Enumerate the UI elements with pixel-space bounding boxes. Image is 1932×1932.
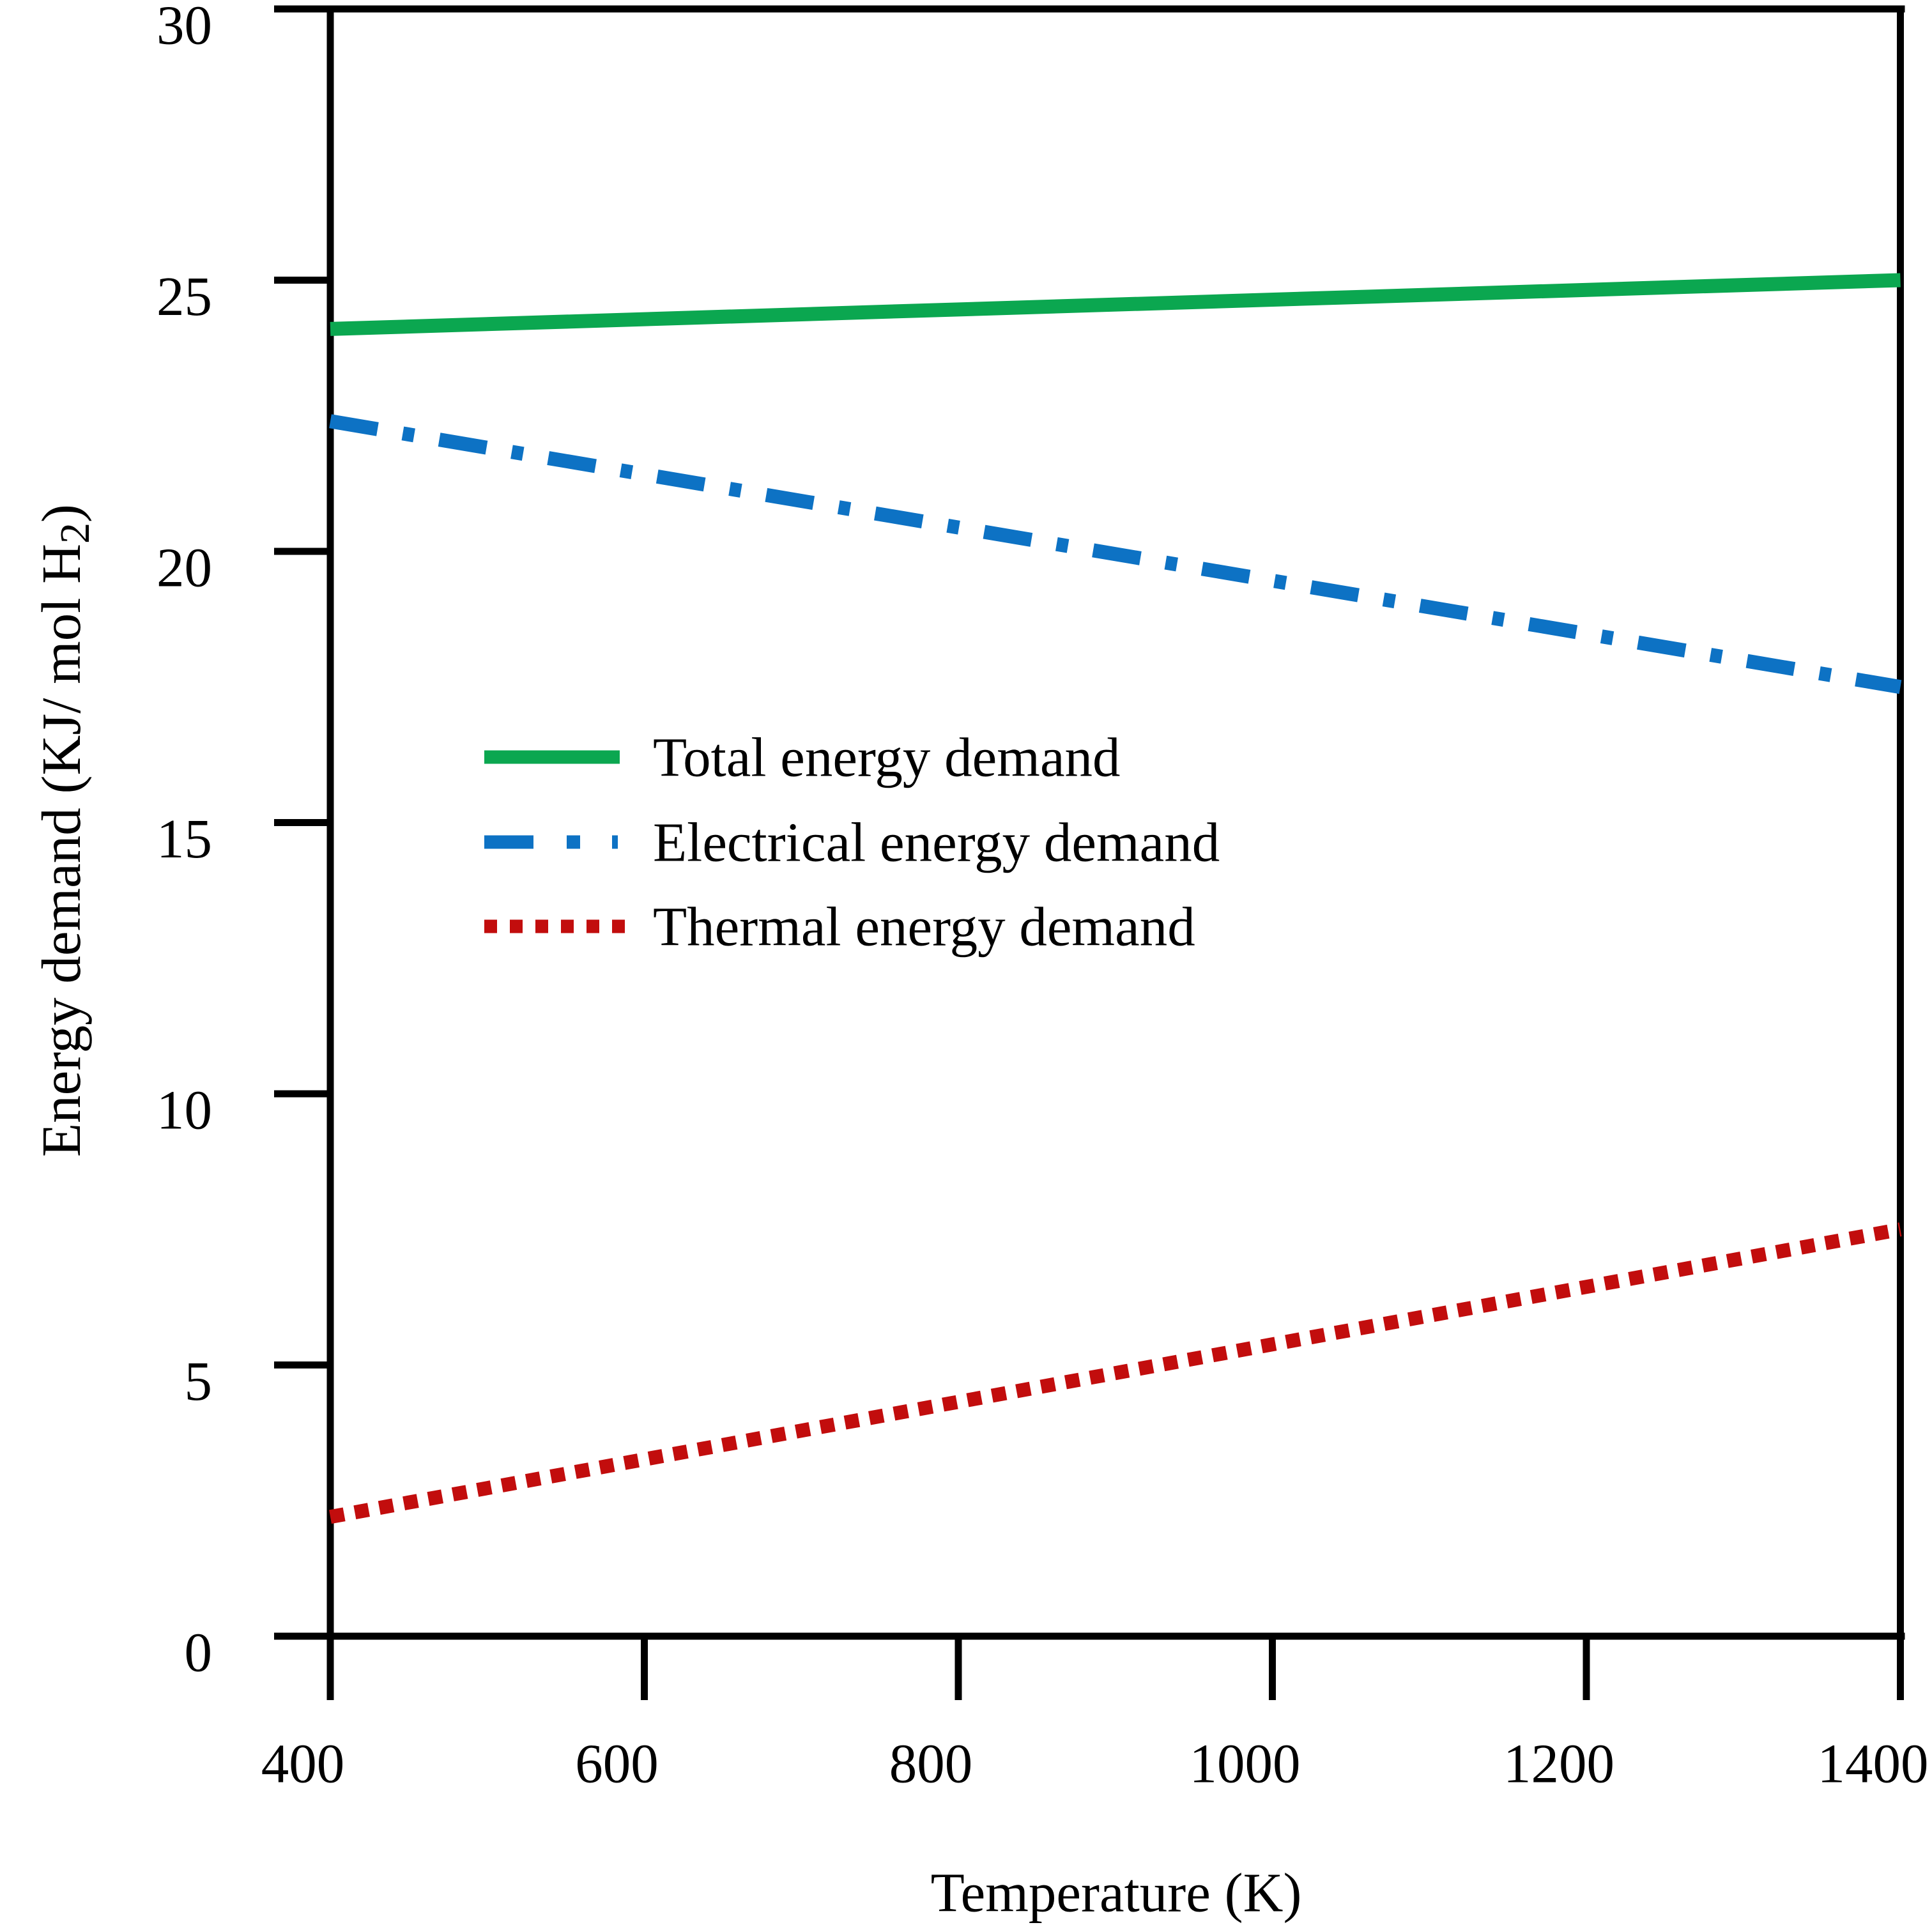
y-tick-label: 20 — [157, 537, 212, 599]
y-tick-label: 15 — [157, 808, 212, 870]
series-line-total-energy-demand — [330, 273, 1901, 336]
x-tick-label: 1400 — [1818, 1733, 1929, 1795]
series-line-electrical-energy-demand — [329, 414, 1902, 694]
y-tick-label: 10 — [157, 1079, 212, 1141]
x-tick-label: 1200 — [1503, 1733, 1614, 1795]
x-tick-label: 800 — [889, 1733, 973, 1795]
legend-label-thermal-energy-demand: Thermal energy demand — [653, 896, 1195, 958]
x-tick-label: 1000 — [1190, 1733, 1301, 1795]
y-axis-title: Energy demand (KJ/ mol H2) — [30, 504, 98, 1157]
legend-label-electrical-energy-demand: Electrical energy demand — [653, 811, 1220, 873]
legend-label-total-energy-demand: Total energy demand — [653, 726, 1121, 788]
y-tick-label: 0 — [185, 1621, 213, 1683]
y-tick-label: 30 — [157, 0, 212, 56]
y-tick-label: 25 — [157, 265, 212, 327]
x-tick-label: 400 — [261, 1733, 345, 1795]
x-tick-label: 600 — [575, 1733, 659, 1795]
series-line-thermal-energy-demand — [329, 1222, 1902, 1524]
x-axis-title: Temperature (K) — [931, 1862, 1302, 1924]
y-tick-label: 5 — [185, 1350, 213, 1412]
